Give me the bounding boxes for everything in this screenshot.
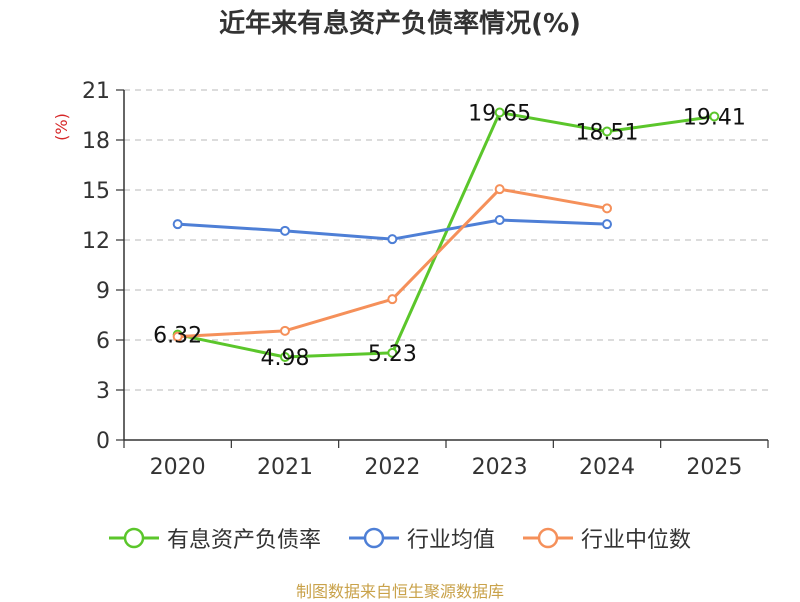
data-labels: 6.32 4.98 5.23 19.65 18.51 19.41 <box>153 102 746 372</box>
data-point <box>280 352 290 362</box>
data-point <box>172 219 183 230</box>
data-label: 4.98 <box>261 346 310 371</box>
data-point <box>709 111 720 122</box>
data-point <box>602 126 612 137</box>
data-point <box>172 331 183 342</box>
x-tick-label: 2021 <box>257 455 313 480</box>
x-tick-label: 2020 <box>150 455 206 480</box>
legend-item: 行业均值 <box>348 522 495 554</box>
data-point <box>602 203 612 214</box>
data-point <box>494 215 505 225</box>
legend-swatch <box>108 527 159 549</box>
x-tick-label: 2023 <box>472 455 528 480</box>
data-point <box>387 294 398 305</box>
data-point <box>602 219 612 230</box>
y-tick-label: 6 <box>96 329 110 354</box>
legend-item: 有息资产负债率 <box>108 522 321 554</box>
legend-label: 行业中位数 <box>581 528 692 553</box>
series-lines <box>172 107 720 362</box>
series-line-0 <box>177 111 715 359</box>
y-tick-label: 15 <box>82 179 110 204</box>
x-tick-label: 2022 <box>364 455 420 480</box>
legend-label: 行业均值 <box>406 528 495 553</box>
chart-title: 近年来有息资产负债率情况(%) <box>219 9 581 39</box>
y-tick-label: 9 <box>96 279 110 304</box>
legend: 有息资产负债率 行业均值 行业中位数 <box>0 518 800 558</box>
y-axis-label: (%) <box>52 113 71 141</box>
series-line-2 <box>177 187 608 339</box>
data-point <box>387 347 398 358</box>
data-point <box>387 234 398 245</box>
data-point <box>494 184 505 195</box>
axes: 0 3 6 9 12 15 18 21 2020 2021 2022 2023 2024 2025 <box>82 79 769 480</box>
y-tick-label: 21 <box>82 79 110 104</box>
source-note: 制图数据来自恒生聚源数据库 <box>295 582 504 601</box>
data-label: 6.32 <box>153 324 202 349</box>
x-tick-label: 2024 <box>579 455 635 480</box>
y-tick-label: 12 <box>82 229 110 254</box>
legend-label: 有息资产负债率 <box>166 528 321 553</box>
data-point <box>280 225 290 236</box>
legend-item: 行业中位数 <box>523 522 691 554</box>
grid-lines <box>124 89 768 391</box>
legend-swatch <box>348 527 399 549</box>
y-tick-label: 3 <box>96 379 110 404</box>
data-label: 19.41 <box>683 106 746 131</box>
data-point <box>494 107 505 118</box>
data-label: 19.65 <box>468 102 531 127</box>
data-point <box>280 325 290 336</box>
y-tick-label: 0 <box>96 429 110 454</box>
legend-swatch <box>523 527 573 549</box>
data-label: 5.23 <box>368 342 417 367</box>
y-tick-label: 18 <box>82 129 110 154</box>
data-label: 18.51 <box>576 121 639 146</box>
x-tick-label: 2025 <box>686 455 742 480</box>
